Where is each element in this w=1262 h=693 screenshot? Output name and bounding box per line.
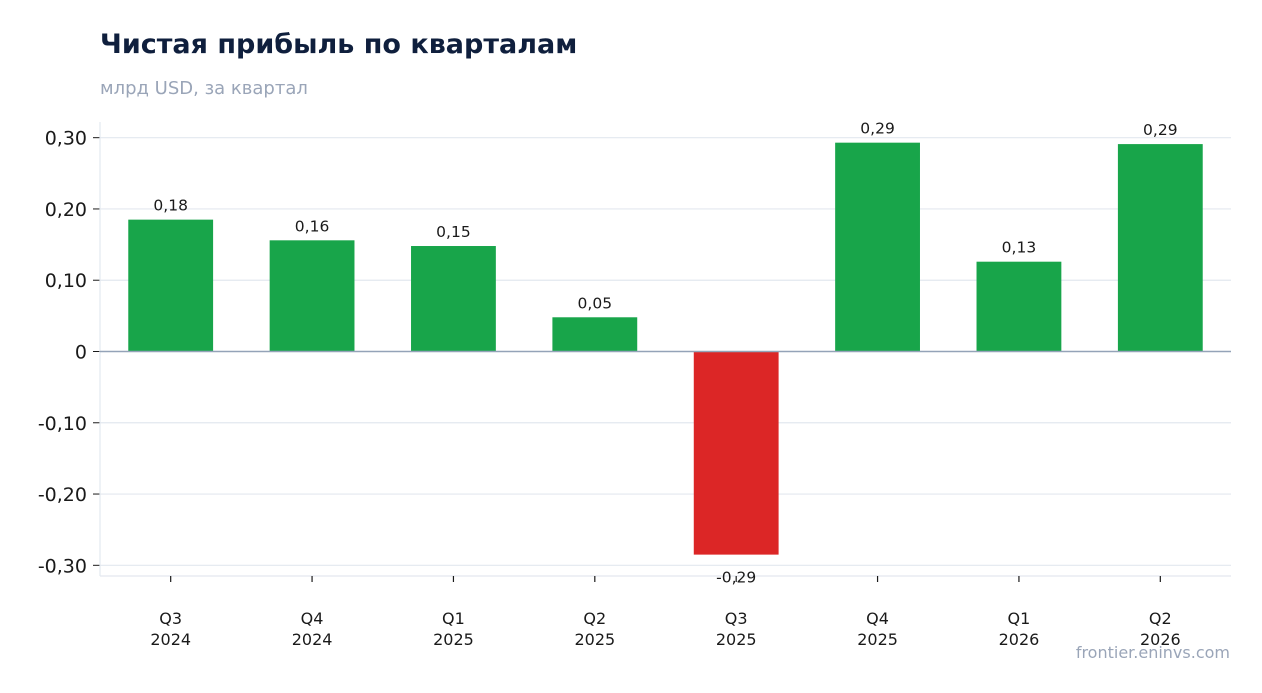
x-tick-label: 2026 <box>1140 630 1181 649</box>
bar <box>693 351 779 555</box>
y-tick-label: 0 <box>75 341 87 363</box>
bar <box>128 219 214 352</box>
y-tick-label: -0,20 <box>38 484 87 506</box>
chart-title: Чистая прибыль по кварталам <box>100 29 577 60</box>
bar <box>835 142 920 352</box>
x-tick-label: 2025 <box>433 630 474 649</box>
data-label: 0,05 <box>578 294 613 312</box>
x-tick-label: 2025 <box>716 630 757 649</box>
y-tick-label: -0,30 <box>38 555 87 577</box>
data-label: 0,15 <box>436 223 471 241</box>
y-tick-label: 0,30 <box>45 128 87 150</box>
x-tick-label: Q4 <box>301 609 324 628</box>
chart-subtitle: млрд USD, за квартал <box>100 78 308 99</box>
bar <box>976 261 1062 352</box>
y-tick-label: 0,10 <box>45 270 87 292</box>
data-label: 0,29 <box>1143 121 1178 139</box>
y-tick-label: 0,20 <box>45 199 87 221</box>
x-tick-label: Q3 <box>725 609 748 628</box>
x-tick-label: Q2 <box>583 609 606 628</box>
x-tick-label: 2024 <box>150 630 191 649</box>
x-tick-label: 2026 <box>999 630 1040 649</box>
x-tick-label: 2025 <box>857 630 898 649</box>
data-label: 0,18 <box>153 197 188 215</box>
data-label: 0,13 <box>1002 239 1037 257</box>
x-tick-label: Q1 <box>1008 609 1031 628</box>
x-tick-label: 2024 <box>292 630 333 649</box>
x-tick-label: Q4 <box>866 609 889 628</box>
plot-area: 0,30 0,20 0,10 0 -0,10 -0,20 -0,30 0,18 Q3 2024 0,… <box>38 120 1231 649</box>
x-tick-label: Q3 <box>159 609 182 628</box>
data-label: 0,16 <box>295 217 330 235</box>
x-tick-label: Q1 <box>442 609 465 628</box>
x-tick-label: Q2 <box>1149 609 1172 628</box>
source-label: frontier.eninvs.com <box>1076 643 1230 662</box>
bar <box>269 240 355 352</box>
data-label: 0,29 <box>860 120 895 138</box>
y-tick-label: -0,10 <box>38 413 87 435</box>
bar <box>411 246 496 352</box>
bar <box>552 317 638 352</box>
bar <box>1117 144 1203 352</box>
x-tick-label: 2025 <box>574 630 615 649</box>
